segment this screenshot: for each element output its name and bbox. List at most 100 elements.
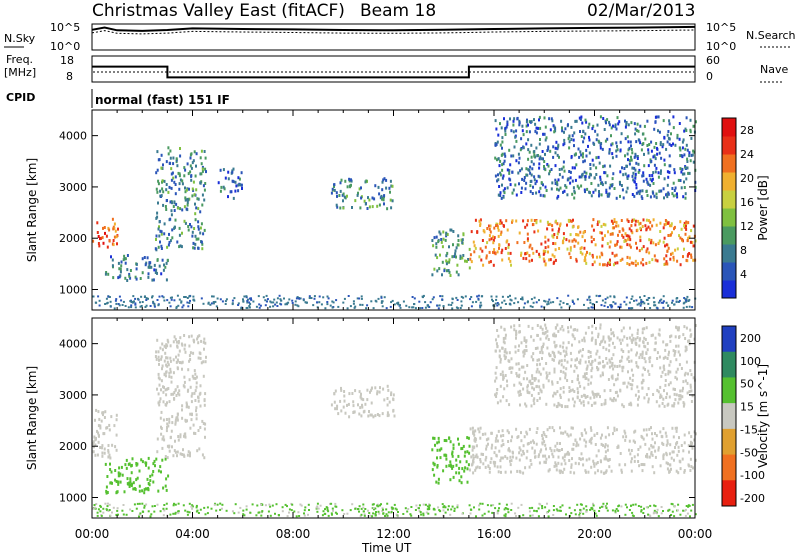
velocity-ground-cell <box>97 508 100 511</box>
velocity-cell <box>190 394 193 398</box>
power-ground-cell <box>359 303 362 306</box>
velocity-cell <box>126 477 129 481</box>
velocity-cell <box>166 401 168 405</box>
power-cell <box>679 179 682 182</box>
power-cell <box>183 166 186 170</box>
power-cell <box>96 231 99 234</box>
velocity-cell <box>694 324 697 327</box>
power-cell <box>638 168 641 172</box>
velocity-cell <box>92 442 95 445</box>
power-cell <box>685 224 687 228</box>
velocity-ground-cell <box>203 506 206 509</box>
power-cell <box>611 232 614 236</box>
power-cell <box>165 261 168 265</box>
velocity-cell <box>579 457 582 461</box>
velocity-ground-cell <box>444 506 447 509</box>
power-cell <box>489 230 492 234</box>
velocity-cell <box>654 341 657 345</box>
power-ground-cell <box>180 300 183 303</box>
power-cell <box>672 115 675 119</box>
power-cell <box>510 154 513 158</box>
power-cell <box>446 269 448 273</box>
velocity-cell <box>96 453 99 457</box>
power-cell <box>496 250 499 254</box>
velocity-cell <box>523 339 526 342</box>
power-ground-cell <box>413 297 416 300</box>
velocity-cell <box>158 377 161 381</box>
power-cell <box>625 122 628 126</box>
velocity-cell <box>667 402 670 406</box>
power-cell <box>144 263 147 267</box>
velocity-cell <box>643 357 646 361</box>
power-ground-cell <box>139 305 142 308</box>
power-ground-cell <box>279 298 282 301</box>
power-cell <box>614 125 617 129</box>
power-cell <box>636 155 639 158</box>
velocity-cell <box>538 385 541 389</box>
power-cell <box>575 259 578 263</box>
power-cell <box>163 263 165 267</box>
power-cell <box>559 222 562 226</box>
velocity-ground-cell <box>640 509 643 512</box>
velocity-cell <box>193 391 196 395</box>
power-cell <box>567 218 570 222</box>
power-cell <box>448 258 451 262</box>
power-cell <box>507 257 510 261</box>
velocity-cell <box>594 471 597 475</box>
power-cell <box>544 250 547 253</box>
power-cell <box>170 213 173 217</box>
velocity-ground-cell <box>213 503 216 506</box>
velocity-cell <box>386 397 389 400</box>
power-cell <box>442 237 445 241</box>
power-ground-cell <box>479 306 482 309</box>
velocity-cell <box>487 464 490 468</box>
velocity-cell <box>196 449 199 453</box>
velocity-cell <box>685 326 688 330</box>
power-cell <box>666 249 669 253</box>
power-cell <box>119 270 122 274</box>
power-ground-cell <box>306 301 308 304</box>
power-cell <box>489 260 492 264</box>
velocity-cell <box>116 490 119 494</box>
velocity-cell <box>491 443 494 447</box>
velocity-cell <box>562 390 565 394</box>
velocity-cell <box>647 397 650 401</box>
power-ground-cell <box>169 305 172 308</box>
velocity-cell <box>110 415 113 419</box>
velocity-cell <box>621 355 624 359</box>
power-cell <box>497 178 500 182</box>
velocity-cell <box>195 417 198 421</box>
velocity-cell <box>658 404 661 408</box>
power-cell <box>556 180 559 184</box>
velocity-cell <box>671 426 674 430</box>
velocity-cell <box>516 469 519 473</box>
power-cell <box>558 247 561 250</box>
velocity-cell <box>676 328 679 332</box>
power-ground-cell <box>365 307 368 310</box>
velocity-cell <box>675 370 678 374</box>
velocity-cell <box>504 336 507 340</box>
power-cell <box>497 173 499 177</box>
power-ground-cell <box>441 295 444 298</box>
velocity-cell <box>518 375 520 379</box>
velocity-cell <box>614 398 617 402</box>
power-cell <box>150 265 153 269</box>
power-ground-cell <box>380 296 383 299</box>
power-cell <box>166 199 168 202</box>
power-ground-cell <box>571 299 574 302</box>
power-ground-cell <box>280 299 283 302</box>
power-ground-cell <box>456 299 459 301</box>
velocity-cell <box>602 346 605 350</box>
velocity-cell <box>103 447 106 451</box>
power-cell <box>521 129 524 133</box>
power-cell <box>544 168 547 172</box>
power-cell <box>181 182 184 186</box>
power-cell <box>488 227 491 231</box>
velocity-cell <box>630 469 633 473</box>
power-ground-cell <box>294 303 297 306</box>
velocity-cell <box>183 433 186 436</box>
power-cell <box>187 228 190 232</box>
velocity-ground-cell <box>371 503 374 506</box>
power-cell <box>485 256 488 260</box>
velocity-cell <box>478 430 481 434</box>
